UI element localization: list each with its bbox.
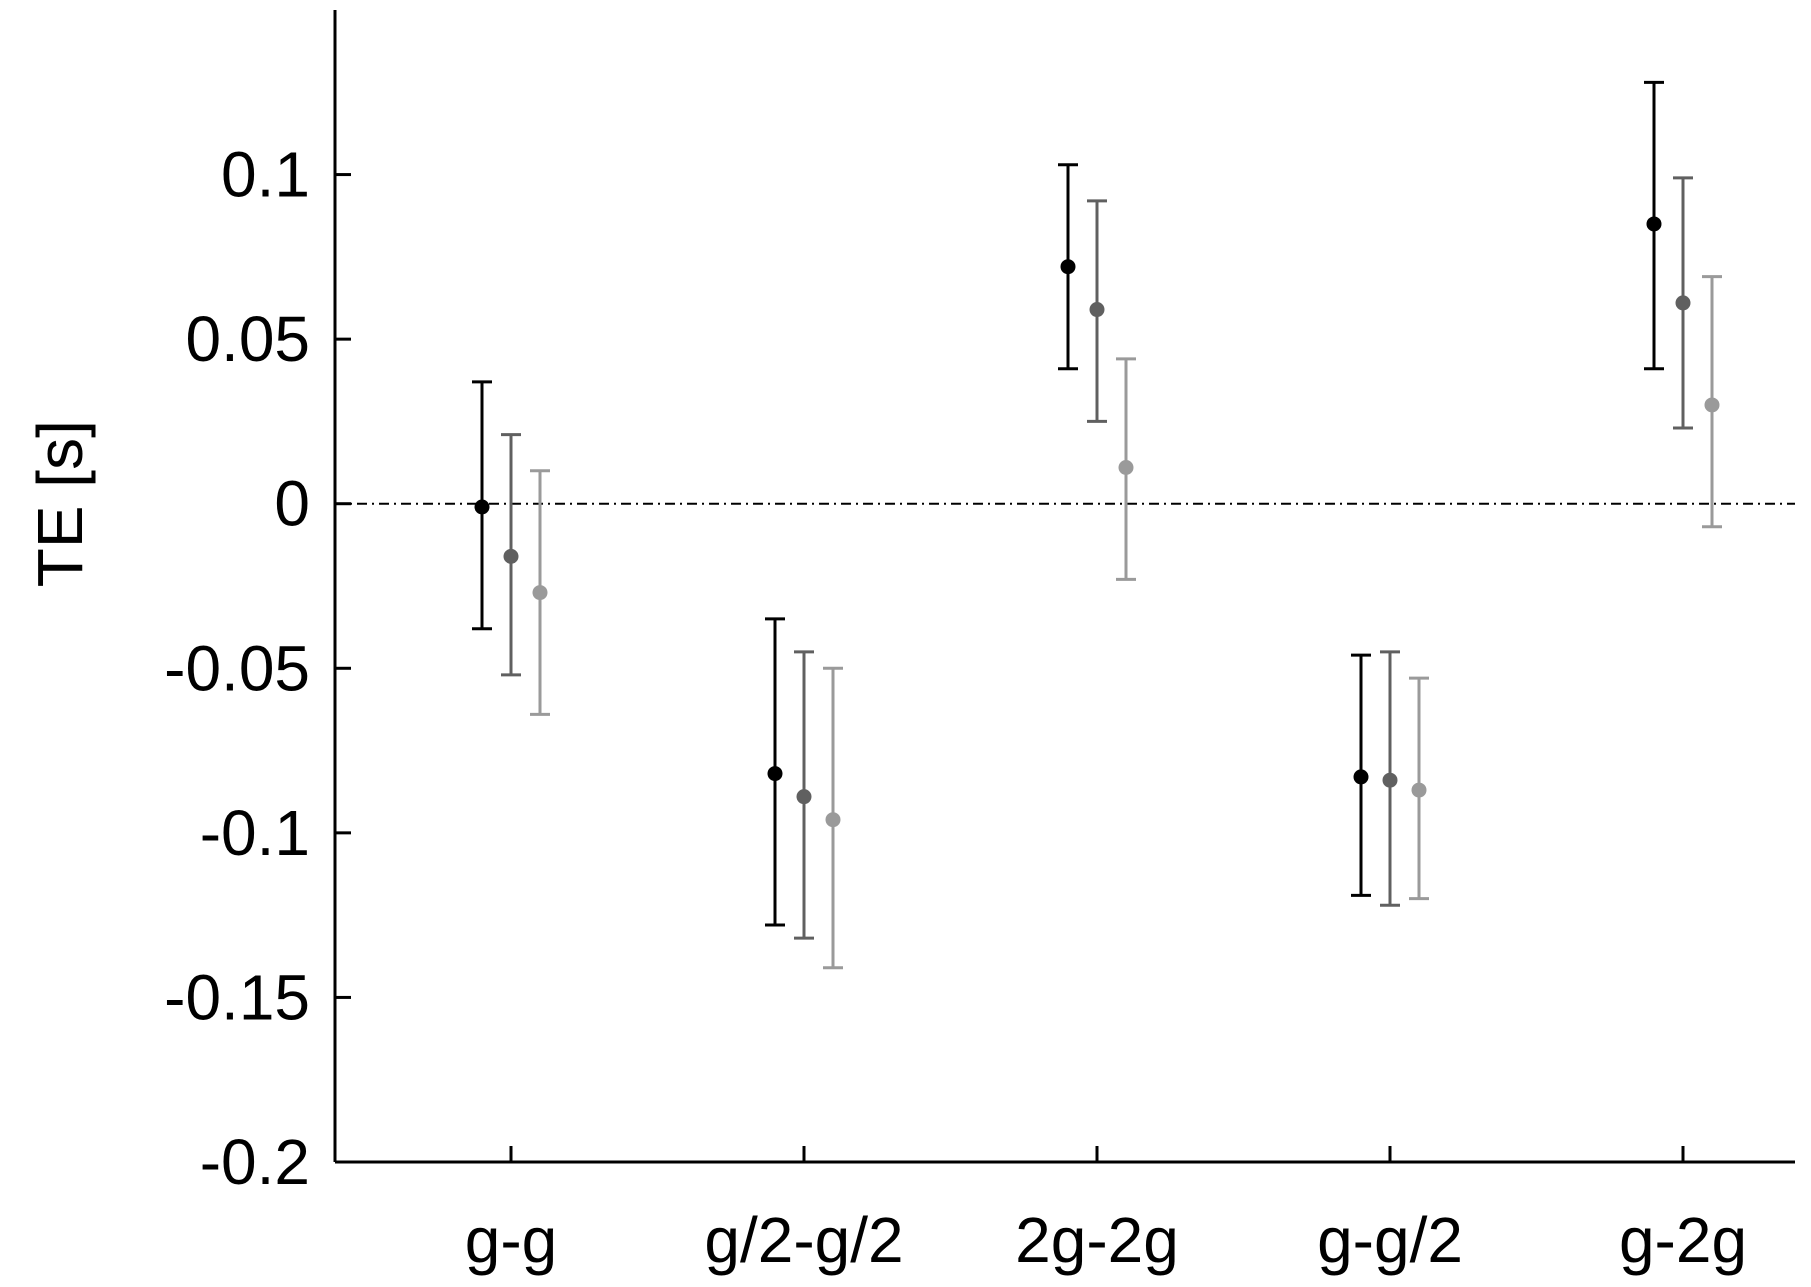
data-point bbox=[503, 548, 519, 564]
data-point bbox=[796, 789, 812, 805]
y-axis-title: TE [s] bbox=[24, 420, 96, 587]
data-point bbox=[1646, 216, 1662, 232]
x-tick-label: g/2-g/2 bbox=[704, 1204, 903, 1276]
data-point bbox=[1353, 769, 1369, 785]
y-tick-label: 0.05 bbox=[185, 303, 310, 375]
data-point bbox=[1704, 397, 1720, 413]
data-point bbox=[532, 585, 548, 601]
y-tick-label: 0.1 bbox=[221, 139, 310, 211]
data-point bbox=[825, 812, 841, 828]
data-point bbox=[1089, 302, 1105, 318]
y-tick-label: -0.1 bbox=[200, 797, 310, 869]
x-tick-label: g-g/2 bbox=[1317, 1204, 1463, 1276]
data-point bbox=[767, 766, 783, 782]
data-point bbox=[1411, 782, 1427, 798]
series-layer bbox=[472, 80, 1722, 970]
y-tick-label: -0.2 bbox=[200, 1126, 310, 1198]
y-tick-label: 0 bbox=[274, 468, 310, 540]
data-point bbox=[1675, 295, 1691, 311]
axes bbox=[333, 10, 1795, 1164]
series-1 bbox=[472, 80, 1664, 927]
x-tick-label: 2g-2g bbox=[1015, 1204, 1179, 1276]
y-tick-label: -0.05 bbox=[164, 632, 310, 704]
data-point bbox=[1118, 460, 1134, 476]
series-3 bbox=[530, 275, 1722, 970]
data-point bbox=[1060, 259, 1076, 275]
data-point bbox=[1382, 772, 1398, 788]
y-ticks: -0.2 -0.15 -0.1 -0.05 0 0.05 0.1 bbox=[164, 139, 351, 1198]
x-tick-label: g-g bbox=[465, 1204, 558, 1276]
data-point bbox=[474, 499, 490, 515]
series-2 bbox=[501, 176, 1693, 940]
x-tick-label: g-2g bbox=[1619, 1204, 1747, 1276]
x-ticks: g-g g/2-g/2 2g-2g g-g/2 g-2g bbox=[465, 1146, 1747, 1276]
y-tick-label: -0.15 bbox=[164, 961, 310, 1033]
